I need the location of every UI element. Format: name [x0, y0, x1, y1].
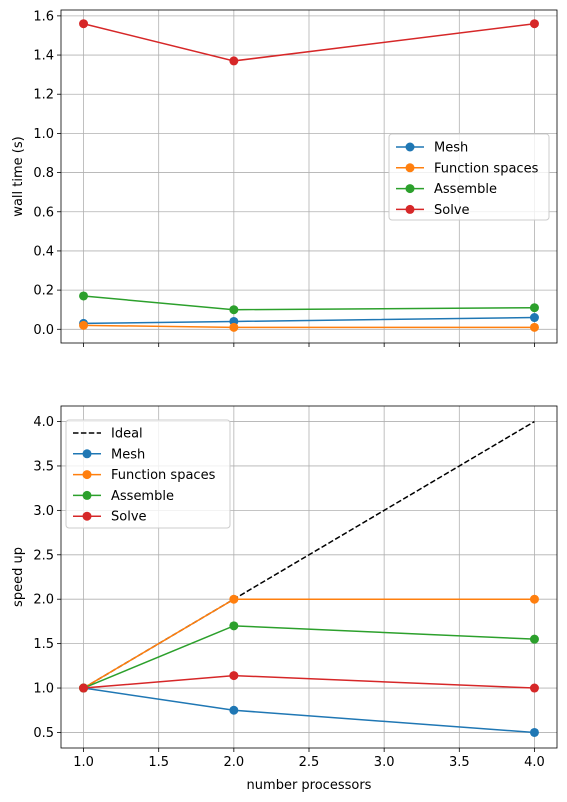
data-point-assemble: [79, 291, 89, 301]
x-tick-label: 1.5: [148, 755, 169, 770]
legend-frame: [65, 419, 231, 529]
data-point-function-spaces: [229, 594, 239, 604]
y-tick-label: 1.6: [33, 9, 54, 24]
legend-entry-label: Assemble: [434, 182, 497, 197]
legend-entry-label: Mesh: [111, 447, 145, 462]
data-point-mesh: [529, 727, 539, 737]
legend-marker: [82, 449, 92, 459]
legend-marker: [82, 470, 92, 480]
y-tick-label: 0.4: [33, 244, 54, 259]
y-tick-label: 4.0: [33, 415, 54, 430]
y-tick-label: 0.8: [33, 166, 54, 181]
x-tick-label: 2.0: [224, 755, 245, 770]
data-point-mesh: [229, 705, 239, 715]
speedup-panel: 1.0 1.5 2.0 2.5 3.0 3.5 4.0 0.5 1.0 1.5 2.0 2.5 3.0 3…: [11, 405, 558, 793]
wall-time-panel: 0.0 0.2 0.4 0.6 0.8 1.0 1.2 1.4 1.6 wall time (s)…: [11, 9, 558, 347]
y-tick-label: 0.6: [33, 205, 54, 220]
legend-entry-label: Function spaces: [111, 468, 216, 483]
data-point-solve: [229, 671, 239, 681]
y-axis-label: wall time (s): [11, 136, 26, 216]
legend-entry-label: Function spaces: [434, 161, 539, 176]
y-tick-label: 1.0: [33, 127, 54, 142]
data-point-function-spaces: [229, 322, 239, 332]
y-tick-label: 2.0: [33, 593, 54, 608]
y-axis-label: speed up: [11, 547, 26, 607]
legend-entry-label: Assemble: [111, 489, 174, 504]
legend-marker: [405, 204, 415, 214]
data-point-solve: [529, 19, 539, 29]
y-tick-label: 1.2: [33, 88, 54, 103]
data-point-assemble: [529, 634, 539, 644]
y-tick-label: 3.0: [33, 504, 54, 519]
x-tick-label: 3.5: [449, 755, 470, 770]
legend-marker: [405, 163, 415, 173]
y-tick-label: 3.5: [33, 459, 54, 474]
x-tick-label: 2.5: [299, 755, 320, 770]
legend-entry-label: Solve: [434, 203, 470, 218]
y-tick-label: 1.0: [33, 682, 54, 697]
legend-frame: [388, 133, 550, 221]
legend-entry-label: Ideal: [111, 427, 143, 442]
legend: Mesh Function spaces Assemble Solve: [388, 133, 550, 221]
legend-marker: [405, 142, 415, 152]
x-tick-label: 1.0: [73, 755, 94, 770]
legend: Ideal Mesh Function spaces Assemble Solve: [65, 419, 231, 529]
legend-entry-label: Mesh: [434, 141, 468, 156]
data-point-solve: [79, 683, 89, 693]
legend-entry-label: Solve: [111, 510, 147, 525]
data-point-function-spaces: [529, 594, 539, 604]
y-tick-label: 0.5: [33, 726, 54, 741]
y-tick-label: 1.5: [33, 637, 54, 652]
data-point-solve: [529, 683, 539, 693]
legend-marker: [405, 184, 415, 194]
legend-marker: [82, 511, 92, 521]
data-point-assemble: [529, 303, 539, 313]
data-point-function-spaces: [529, 322, 539, 332]
data-point-assemble: [229, 305, 239, 315]
x-axis-label: number processors: [247, 778, 372, 793]
data-point-mesh: [529, 313, 539, 323]
legend-marker: [82, 490, 92, 500]
data-point-assemble: [229, 621, 239, 631]
x-tick-label: 3.0: [374, 755, 395, 770]
y-tick-label: 2.5: [33, 548, 54, 563]
y-tick-label: 0.0: [33, 323, 54, 338]
data-point-solve: [229, 56, 239, 66]
data-point-solve: [79, 19, 89, 29]
y-tick-label: 0.2: [33, 284, 54, 299]
x-tick-label: 4.0: [524, 755, 545, 770]
data-point-function-spaces: [79, 320, 89, 330]
y-tick-label: 1.4: [33, 49, 54, 64]
